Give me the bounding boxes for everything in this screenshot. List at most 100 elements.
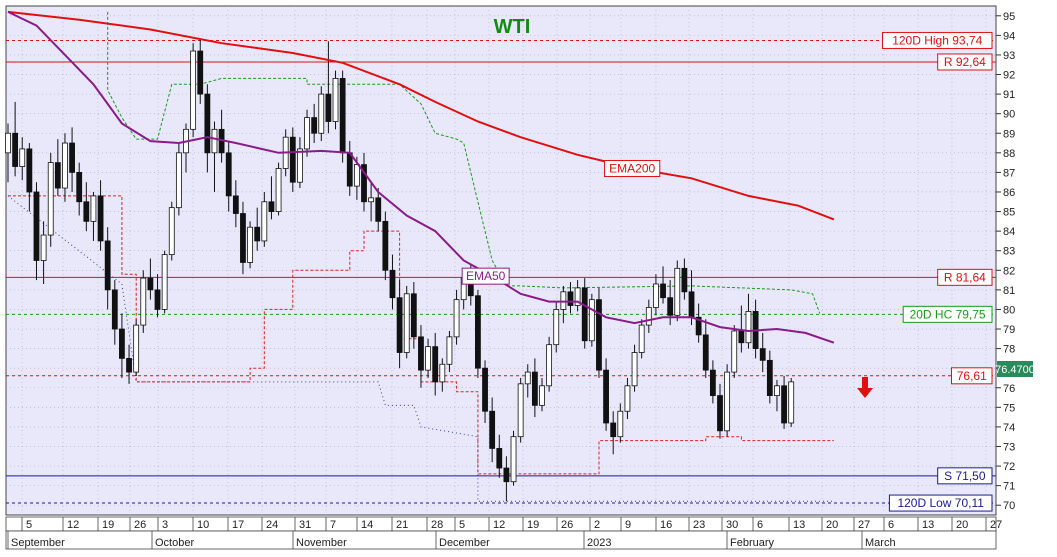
x-tick-label: 7 <box>330 519 336 531</box>
candle-body <box>425 346 431 371</box>
candle-body <box>311 117 318 134</box>
candle-body <box>645 307 652 326</box>
series-line-ema50 <box>7 10 835 344</box>
candle-body <box>297 148 303 183</box>
candle-body <box>717 395 723 432</box>
candle-body <box>788 381 795 424</box>
x-month-label: 2023 <box>587 537 611 549</box>
candle-body <box>418 336 424 371</box>
candle-body <box>588 299 595 342</box>
y-tick-label: 94 <box>1003 30 1015 42</box>
level-label: 20D HC 79,75 <box>910 307 986 321</box>
candle-body <box>76 172 83 203</box>
x-axis-month-band <box>5 530 997 550</box>
candle-body <box>232 195 239 214</box>
level-labels: 120D High 93,74 R 92,64 R 81,64 20D HC 79,7… <box>882 31 993 512</box>
candle-body <box>617 410 624 438</box>
level-label-box <box>951 367 993 385</box>
x-tick-label: 16 <box>660 519 672 531</box>
y-tick-label: 85 <box>1003 207 1015 219</box>
candle-body <box>5 132 11 154</box>
candle-body <box>574 287 581 306</box>
x-tick-label: 5 <box>26 519 32 531</box>
x-tick-label: 12 <box>67 519 79 531</box>
candle-body <box>247 226 253 263</box>
candle-body <box>774 385 780 396</box>
candle-body <box>261 201 268 242</box>
x-tick-label: 23 <box>693 519 705 531</box>
x-month-label: December <box>439 537 490 549</box>
y-axis: 7071727374757677787980818283848586878889… <box>996 11 1015 512</box>
last-price-box <box>997 361 1033 377</box>
candle-body <box>40 234 47 261</box>
candle-body <box>681 267 688 293</box>
x-tick-label: 3 <box>162 519 168 531</box>
candle-body <box>382 220 389 271</box>
y-tick-label: 71 <box>1003 481 1015 493</box>
candle-body <box>531 371 538 406</box>
x-tick-label: 27 <box>858 519 870 531</box>
candle-body <box>410 293 417 338</box>
x-tick-label: 12 <box>493 519 505 531</box>
candle-body <box>510 436 517 483</box>
candle-body <box>389 269 396 299</box>
candle-body <box>731 330 738 373</box>
level-label-box <box>937 268 993 286</box>
candle-body <box>631 352 638 387</box>
x-tick-label: 17 <box>232 519 244 531</box>
candle-body <box>289 136 296 183</box>
down-arrow-icon <box>857 377 873 398</box>
y-tick-label: 78 <box>1003 344 1015 356</box>
candle-body <box>674 267 681 316</box>
candle-body <box>97 195 104 242</box>
x-tick-label: 5 <box>459 519 465 531</box>
candle-body <box>339 78 346 154</box>
x-month-label: March <box>865 537 896 549</box>
x-tick-label: 27 <box>990 519 1002 531</box>
last-price-label: 76.4700 <box>995 364 1035 376</box>
last-price-tag: 76.4700 <box>995 361 1035 377</box>
candle-body <box>638 324 645 353</box>
candle-body <box>688 291 695 318</box>
y-tick-label: 74 <box>1003 422 1015 434</box>
candle-body <box>524 371 531 385</box>
candle-body <box>353 164 360 187</box>
candle-body <box>190 50 197 130</box>
series-label-box <box>461 267 510 285</box>
candle-body <box>47 162 54 236</box>
candle-body <box>503 467 510 483</box>
candle-body <box>54 162 61 189</box>
level-label-box <box>937 53 993 71</box>
y-tick-label: 88 <box>1003 148 1015 160</box>
level-label: S 71,50 <box>944 469 986 483</box>
x-tick-label: 13 <box>793 519 805 531</box>
candle-body <box>653 283 659 308</box>
y-tick-label: 79 <box>1003 324 1015 336</box>
candle-body <box>90 195 97 222</box>
candle-body <box>12 132 19 167</box>
series-label-box <box>604 159 661 177</box>
candle-body <box>111 289 118 330</box>
candle-body <box>26 148 33 193</box>
candle-body <box>268 201 275 212</box>
x-tick-label: 24 <box>266 519 278 531</box>
candle-body <box>453 299 460 338</box>
candle-body <box>332 78 339 122</box>
level-lines <box>6 39 996 504</box>
x-tick-label: 19 <box>527 519 539 531</box>
candle-body <box>19 148 26 167</box>
y-tick-label: 86 <box>1003 187 1015 199</box>
candle-body <box>147 277 154 291</box>
candle-body <box>140 277 147 326</box>
candle-body <box>724 371 731 432</box>
y-tick-label: 81 <box>1003 285 1015 297</box>
x-tick-label: 19 <box>102 519 114 531</box>
x-tick-label: 21 <box>396 519 408 531</box>
candle-body <box>361 164 367 203</box>
x-tick-label: 13 <box>922 519 934 531</box>
candle-body <box>304 117 310 150</box>
y-tick-label: 80 <box>1003 304 1015 316</box>
candle-body <box>766 359 773 396</box>
candle-body <box>175 152 182 209</box>
moving-averages: EMA200 EMA50 <box>7 10 835 344</box>
